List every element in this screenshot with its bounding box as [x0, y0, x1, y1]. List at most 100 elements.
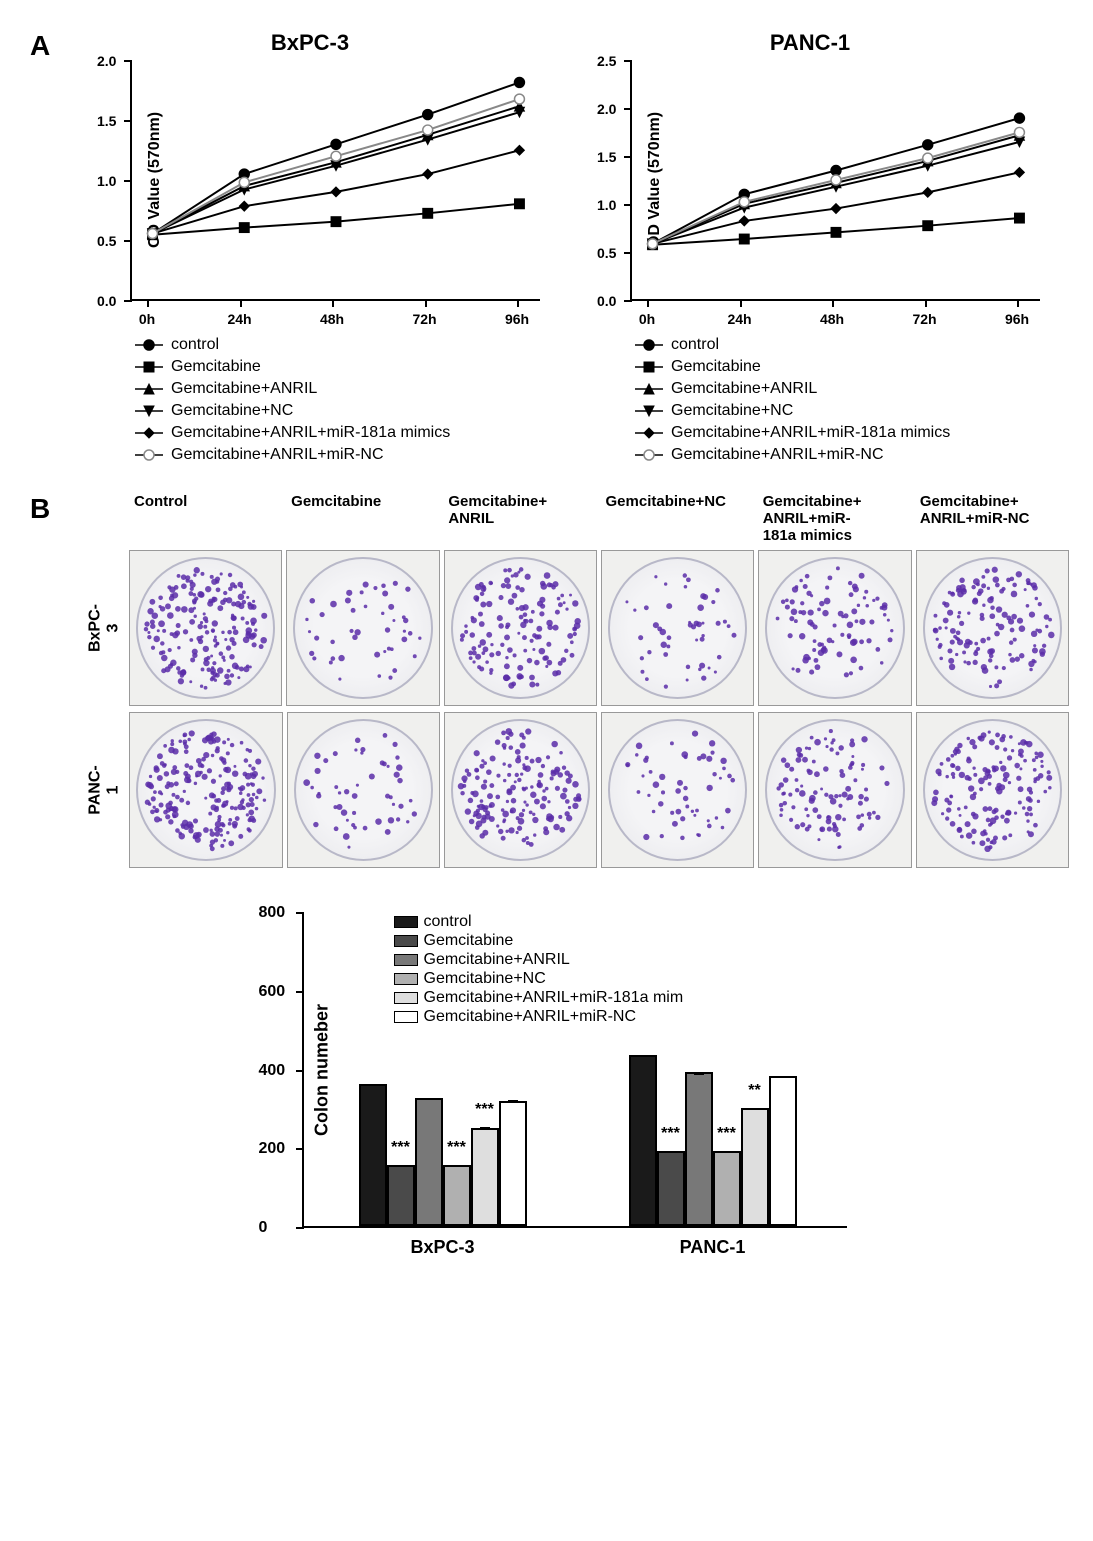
- y-tick-label: 0.5: [597, 245, 616, 261]
- significance-marker: ***: [447, 1139, 466, 1157]
- bar-legend-swatch: [394, 1011, 418, 1023]
- legend-label: Gemcitabine+NC: [171, 402, 293, 420]
- legend-label: Gemcitabine+ANRIL+miR-181a mimics: [171, 424, 450, 442]
- significance-marker: ***: [475, 1101, 494, 1119]
- legend-label: Gemcitabine: [171, 358, 261, 376]
- bar-y-tick: [296, 1148, 304, 1150]
- chart-svg: [132, 61, 540, 299]
- bar: [741, 1108, 769, 1226]
- bar-y-tick: [296, 1227, 304, 1229]
- bar: [387, 1165, 415, 1226]
- x-tick: [925, 299, 927, 307]
- colony-header: Gemcitabine+ANRIL+miR-NC: [916, 493, 1073, 544]
- figure-container: A BxPC-3OD Value (570nm)0.00.51.01.52.00…: [20, 30, 1073, 1278]
- bar: [499, 1101, 527, 1226]
- bar: [657, 1151, 685, 1226]
- y-tick-label: 1.5: [97, 113, 116, 129]
- colony-dish: [286, 550, 439, 706]
- x-tick: [425, 299, 427, 307]
- line-chart: OD Value (570nm)0.00.51.01.52.02.50h24h4…: [630, 61, 1040, 301]
- colony-dish: [129, 550, 282, 706]
- bar: [443, 1165, 471, 1226]
- bar-legend-swatch: [394, 935, 418, 947]
- y-tick: [624, 204, 632, 206]
- line-chart-block: PANC-1OD Value (570nm)0.00.51.01.52.02.5…: [580, 30, 1040, 468]
- x-tick-label: 0h: [139, 311, 155, 327]
- legend-item: Gemcitabine+ANRIL+miR-NC: [135, 446, 540, 464]
- colony-dish: [758, 712, 911, 868]
- panel-b: ControlGemcitabineGemcitabine+ANRILGemci…: [20, 493, 1073, 1278]
- y-tick: [124, 60, 132, 62]
- bar-legend-item: Gemcitabine+NC: [394, 970, 684, 988]
- significance-marker: **: [748, 1082, 760, 1100]
- y-tick-label: 2.0: [97, 53, 116, 69]
- y-tick: [124, 300, 132, 302]
- bar-y-tick: [296, 1070, 304, 1072]
- y-tick: [624, 300, 632, 302]
- legend-item: control: [135, 336, 540, 354]
- bar-legend-swatch: [394, 973, 418, 985]
- legend-label: Gemcitabine+ANRIL: [171, 380, 317, 398]
- bar-legend-swatch: [394, 916, 418, 928]
- legend-label: Gemcitabine+ANRIL: [671, 380, 817, 398]
- colony-header: Gemcitabine+NC: [602, 493, 759, 544]
- y-tick-label: 0.0: [597, 293, 616, 309]
- colony-dish: [601, 712, 754, 868]
- y-tick: [624, 60, 632, 62]
- line-chart-block: BxPC-3OD Value (570nm)0.00.51.01.52.00h2…: [80, 30, 540, 468]
- y-tick-label: 1.0: [97, 173, 116, 189]
- legend-item: Gemcitabine: [635, 358, 1040, 376]
- y-tick-label: 0.0: [97, 293, 116, 309]
- x-tick-label: 72h: [412, 311, 436, 327]
- colony-header: Gemcitabine: [287, 493, 444, 544]
- bar-legend-swatch: [394, 992, 418, 1004]
- legend-label: Gemcitabine+NC: [671, 402, 793, 420]
- x-tick-label: 48h: [820, 311, 844, 327]
- colony-grid: ControlGemcitabineGemcitabine+ANRILGemci…: [80, 493, 1073, 868]
- x-tick: [332, 299, 334, 307]
- bar-y-tick-label: 0: [259, 1219, 268, 1237]
- bar-legend-item: control: [394, 913, 684, 931]
- x-tick-label: 24h: [727, 311, 751, 327]
- x-tick: [147, 299, 149, 307]
- y-tick: [624, 108, 632, 110]
- colony-headers: ControlGemcitabineGemcitabine+ANRILGemci…: [130, 493, 1073, 544]
- legend-item: Gemcitabine+ANRIL+miR-181a mimics: [135, 424, 540, 442]
- significance-marker: ***: [391, 1139, 410, 1157]
- x-tick: [240, 299, 242, 307]
- legend-label: control: [171, 336, 219, 354]
- bar-y-tick: [296, 991, 304, 993]
- significance-marker: ***: [661, 1125, 680, 1143]
- y-tick: [624, 156, 632, 158]
- bar-legend-label: Gemcitabine: [424, 932, 514, 950]
- y-tick: [624, 252, 632, 254]
- bar-legend: controlGemcitabineGemcitabine+ANRILGemci…: [394, 913, 684, 1027]
- bar-legend-label: Gemcitabine+ANRIL: [424, 951, 570, 969]
- colony-dish: [916, 550, 1069, 706]
- significance-marker: ***: [717, 1125, 736, 1143]
- y-tick-label: 2.5: [597, 53, 616, 69]
- y-tick: [124, 120, 132, 122]
- legend-item: Gemcitabine+ANRIL: [135, 380, 540, 398]
- x-tick: [647, 299, 649, 307]
- bar-x-label: PANC-1: [680, 1237, 746, 1258]
- legend-item: Gemcitabine+ANRIL: [635, 380, 1040, 398]
- bar-x-label: BxPC-3: [410, 1237, 474, 1258]
- bar-legend-label: Gemcitabine+NC: [424, 970, 546, 988]
- x-tick-label: 48h: [320, 311, 344, 327]
- y-tick-label: 2.0: [597, 101, 616, 117]
- bar-legend-item: Gemcitabine: [394, 932, 684, 950]
- legend-label: Gemcitabine+ANRIL+miR-NC: [671, 446, 884, 464]
- legend-label: Gemcitabine: [671, 358, 761, 376]
- bar-y-label: Colon numeber: [311, 1003, 332, 1135]
- x-tick-label: 0h: [639, 311, 655, 327]
- bar-legend-label: control: [424, 913, 472, 931]
- x-tick-label: 72h: [912, 311, 936, 327]
- colony-row-label: BxPC-3: [87, 603, 123, 652]
- colony-dish: [129, 712, 282, 868]
- legend-item: Gemcitabine+ANRIL+miR-181a mimics: [635, 424, 1040, 442]
- x-tick-label: 96h: [1005, 311, 1029, 327]
- bar: [685, 1072, 713, 1226]
- chart-title: BxPC-3: [80, 30, 540, 56]
- panel-a: BxPC-3OD Value (570nm)0.00.51.01.52.00h2…: [80, 30, 1073, 468]
